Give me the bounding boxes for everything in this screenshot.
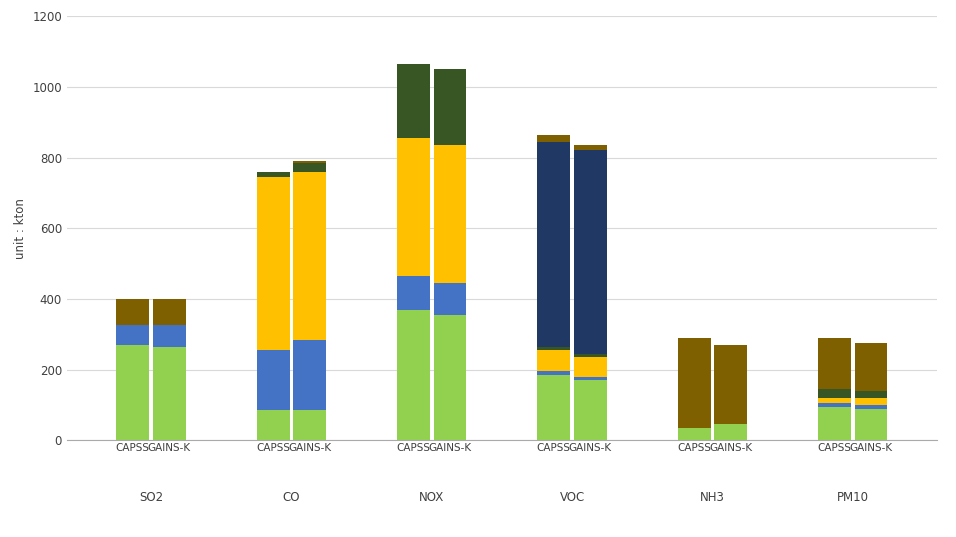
Text: NH3: NH3 [700, 491, 725, 504]
Bar [855, 398, 887, 405]
Bar [153, 325, 185, 347]
Bar [397, 64, 430, 138]
Bar [293, 410, 326, 440]
Bar [397, 276, 430, 309]
Bar [257, 177, 290, 350]
Bar [818, 403, 851, 407]
Bar [397, 309, 430, 440]
Bar [678, 338, 710, 428]
Text: PM10: PM10 [836, 491, 869, 504]
Bar [537, 347, 570, 350]
Bar [537, 375, 570, 440]
Bar [153, 299, 185, 325]
Bar [434, 145, 467, 283]
Bar [818, 407, 851, 440]
Legend: ENRGY+INDUSTRIAL+PROCESS+WASTE, DOMESTIC, ON_ROAD, NON_ROAD, SOVENTS, OTHER: ENRGY+INDUSTRIAL+PROCESS+WASTE, DOMESTIC… [198, 535, 806, 537]
Bar [818, 389, 851, 398]
Bar [434, 69, 467, 145]
Bar [574, 377, 607, 380]
Text: NOX: NOX [419, 491, 445, 504]
Bar [855, 391, 887, 398]
Bar [153, 347, 185, 440]
Bar [117, 345, 149, 440]
Bar [855, 405, 887, 409]
Bar [537, 135, 570, 142]
Bar [855, 343, 887, 391]
Bar [818, 398, 851, 403]
Bar [855, 409, 887, 440]
Bar [537, 372, 570, 375]
Bar [818, 338, 851, 389]
Bar [293, 161, 326, 163]
Bar [574, 145, 607, 150]
Bar [678, 428, 710, 440]
Text: VOC: VOC [559, 491, 585, 504]
Bar [537, 350, 570, 372]
Bar [117, 299, 149, 325]
Bar [293, 172, 326, 339]
Bar [537, 142, 570, 347]
Bar [397, 138, 430, 276]
Bar [574, 150, 607, 354]
Text: SO2: SO2 [139, 491, 163, 504]
Bar [714, 345, 747, 424]
Bar [293, 163, 326, 172]
Bar [434, 283, 467, 315]
Text: CO: CO [283, 491, 300, 504]
Bar [574, 354, 607, 357]
Bar [714, 424, 747, 440]
Bar [574, 380, 607, 440]
Bar [293, 339, 326, 410]
Bar [434, 315, 467, 440]
Bar [574, 357, 607, 377]
Bar [257, 350, 290, 410]
Bar [257, 410, 290, 440]
Bar [257, 172, 290, 177]
Y-axis label: unit : kton: unit : kton [13, 198, 27, 259]
Bar [117, 325, 149, 345]
